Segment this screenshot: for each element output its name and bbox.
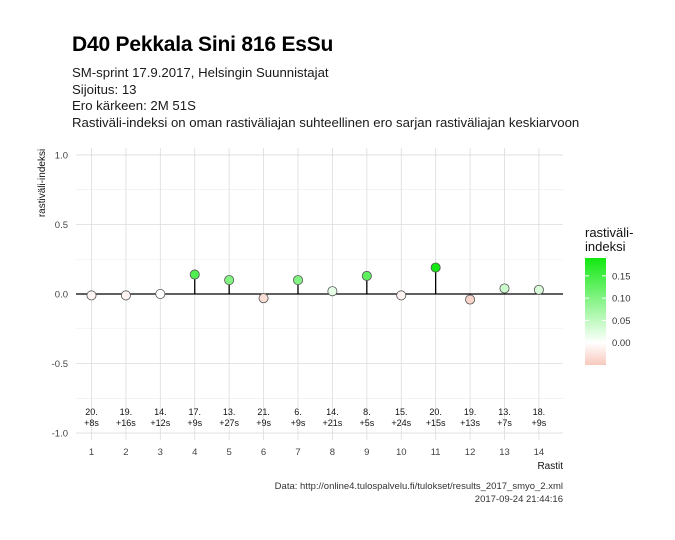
data-point — [86, 290, 97, 301]
legend-colorbar — [585, 258, 606, 365]
x-tick-label: 7 — [295, 447, 300, 458]
subtitle-line: Rastiväli-indeksi on oman rastiväliajan … — [72, 114, 580, 130]
data-point — [465, 294, 476, 305]
legend-tick-label: 0.05 — [612, 316, 631, 327]
diff-label: +8s — [84, 418, 99, 428]
data-point — [189, 269, 200, 280]
data-point — [155, 288, 166, 299]
data-point — [292, 275, 303, 286]
y-tick-label: 1.0 — [55, 150, 68, 161]
x-tick-label: 2 — [123, 447, 128, 458]
rank-label: 14. — [326, 407, 339, 417]
chart-caption: Data: http://online4.tulospalvelu.fi/tul… — [275, 481, 563, 506]
x-tick-label: 3 — [158, 447, 163, 458]
rank-label: 18. — [533, 407, 546, 417]
diff-label: +15s — [426, 418, 446, 428]
data-point — [499, 283, 510, 294]
diff-label: +9s — [187, 418, 202, 428]
y-tick-label: -0.5 — [52, 359, 68, 370]
x-tick-label: 5 — [227, 447, 232, 458]
diff-label: +9s — [291, 418, 306, 428]
diff-label: +7s — [497, 418, 512, 428]
subtitle-line: Sijoitus: 13 — [72, 81, 137, 97]
diff-label: +5s — [359, 418, 374, 428]
chart-title: D40 Pekkala Sini 816 EsSu — [72, 33, 334, 56]
data-point — [361, 270, 372, 281]
x-tick-label: 8 — [330, 447, 335, 458]
legend-title-line: rastiväli- — [585, 225, 633, 240]
rank-label: 20. — [85, 407, 98, 417]
data-point — [258, 293, 269, 304]
legend-tick-label: 0.15 — [612, 271, 631, 282]
diff-label: +21s — [323, 418, 343, 428]
data-point — [533, 284, 544, 295]
caption-timestamp: 2017-09-24 21:44:16 — [474, 493, 563, 505]
rank-label: 8. — [363, 407, 371, 417]
data-point — [224, 275, 235, 286]
x-tick-label: 11 — [431, 447, 441, 458]
y-tick-label: -1.0 — [52, 429, 68, 440]
x-tick-label: 1 — [89, 447, 94, 458]
rank-label: 19. — [120, 407, 133, 417]
diff-label: +13s — [460, 418, 480, 428]
rank-label: 21. — [257, 407, 270, 417]
legend-title-line: indeksi — [585, 239, 626, 254]
x-tick-label: 4 — [192, 447, 197, 458]
diff-label: +9s — [532, 418, 547, 428]
caption-source: Data: http://online4.tulospalvelu.fi/tul… — [274, 481, 563, 492]
data-point — [430, 262, 441, 273]
data-marks — [86, 262, 544, 305]
x-tick-label: 12 — [465, 447, 476, 458]
annotations: 20.+8s19.+16s14.+12s17.+9s13.+27s21.+9s6… — [84, 407, 547, 428]
rank-label: 17. — [188, 407, 201, 417]
legend-tick-label: 0.10 — [612, 294, 631, 305]
diff-label: +24s — [391, 418, 411, 428]
rank-label: 19. — [464, 407, 477, 417]
x-tick-label: 9 — [364, 447, 369, 458]
data-point — [396, 290, 407, 301]
y-axis-title: rastiväli-indeksi — [37, 149, 48, 217]
data-point — [120, 290, 131, 301]
diff-label: +12s — [150, 418, 170, 428]
x-tick-label: 6 — [261, 447, 266, 458]
y-tick-label: 0.5 — [55, 220, 68, 231]
y-tick-label: 0.0 — [55, 290, 68, 301]
subtitle-line: SM-sprint 17.9.2017, Helsingin Suunnista… — [72, 65, 329, 80]
rank-label: 14. — [154, 407, 167, 417]
x-tick-label: 14 — [534, 447, 545, 458]
x-tick-label: 13 — [499, 447, 510, 458]
x-tick-label: 10 — [396, 447, 407, 458]
rank-label: 20. — [429, 407, 442, 417]
rank-label: 13. — [498, 407, 511, 417]
x-axis-title: Rastit — [537, 461, 563, 472]
rank-label: 6. — [294, 407, 302, 417]
diff-label: +16s — [116, 418, 136, 428]
color-legend: rastiväli- indeksi 0.00 0.05 0.10 0.15 — [585, 225, 633, 365]
data-point — [327, 286, 338, 297]
rank-label: 13. — [223, 407, 236, 417]
subtitle-line: Ero kärkeen: 2M 51S — [72, 98, 196, 113]
chart-subtitle: SM-sprint 17.9.2017, Helsingin Suunnista… — [72, 65, 579, 131]
diff-label: +27s — [219, 418, 239, 428]
legend-tick-label: 0.00 — [612, 338, 631, 349]
diff-label: +9s — [256, 418, 271, 428]
rank-label: 15. — [395, 407, 408, 417]
